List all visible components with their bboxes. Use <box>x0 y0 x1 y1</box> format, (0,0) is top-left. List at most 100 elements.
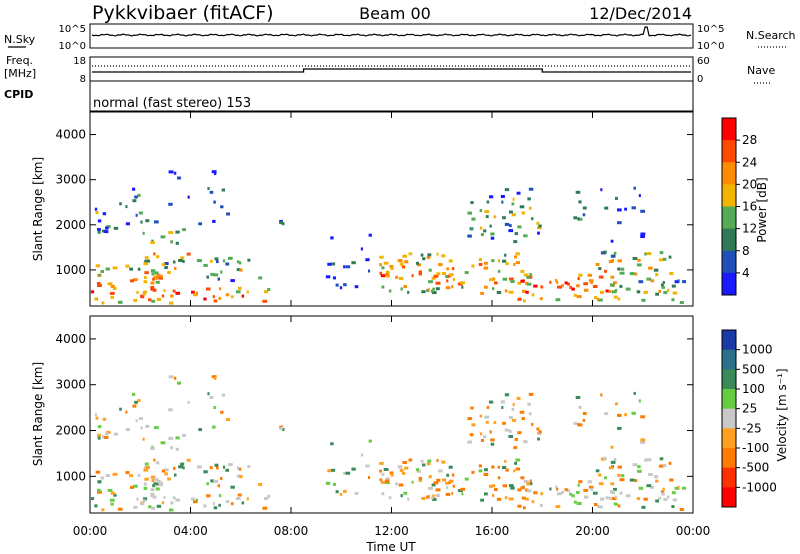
velocity-cell <box>433 481 439 485</box>
power-cell <box>578 273 583 277</box>
power-cell <box>104 230 109 234</box>
frequency-line <box>92 68 691 73</box>
power-cell <box>516 191 521 195</box>
power-cell <box>600 188 603 192</box>
velocity-cell <box>484 492 488 496</box>
velocity-cell <box>479 432 483 436</box>
velocity-cell <box>325 481 331 485</box>
velocity-cell <box>461 492 464 496</box>
xtick-label: 00:00 <box>73 524 108 538</box>
velocity-cell <box>96 488 101 492</box>
power-cell <box>509 210 513 214</box>
power-cell <box>195 291 198 295</box>
velocity-cell <box>422 463 426 467</box>
cpid-text: normal (fast stereo) 153 <box>93 96 251 111</box>
ytick-label: 1000 <box>55 263 86 277</box>
velocity-cell <box>451 491 454 495</box>
velocity-cell <box>531 500 535 504</box>
power-cell <box>164 262 169 265</box>
freq-tick-low: 8 <box>80 74 86 85</box>
power-colorbar-label: Power [dB] <box>755 177 769 242</box>
power-cell <box>109 291 115 295</box>
power-cell <box>97 219 102 223</box>
power-cell <box>604 206 609 210</box>
velocity-cell <box>604 476 607 480</box>
velocity-cell <box>598 473 602 477</box>
power-cell <box>97 228 101 231</box>
velocity-cell <box>445 492 451 496</box>
colorbar-swatch <box>722 162 736 185</box>
power-cell <box>395 275 398 279</box>
power-cell <box>531 217 534 221</box>
power-cell <box>417 263 421 267</box>
velocity-cell <box>225 468 230 472</box>
power-cell <box>351 261 356 265</box>
velocity-cell <box>638 486 644 490</box>
power-heatmap-cells <box>90 170 687 305</box>
power-cell <box>151 299 155 303</box>
velocity-cell <box>138 417 143 421</box>
xtick-label: 00:00 <box>676 524 711 538</box>
velocity-cell <box>636 469 642 473</box>
power-cell <box>432 287 435 291</box>
velocity-cell <box>508 497 514 501</box>
power-cell <box>380 274 386 278</box>
velocity-cell <box>175 498 181 502</box>
velocity-cell <box>267 494 271 498</box>
power-cell <box>490 236 495 240</box>
velocity-cell <box>174 473 177 477</box>
power-cell <box>527 197 531 201</box>
velocity-cell <box>207 392 210 396</box>
colorbar-swatch <box>722 140 736 163</box>
power-cell <box>150 269 156 273</box>
velocity-cell <box>119 407 122 411</box>
velocity-cell <box>611 497 617 501</box>
velocity-cell <box>613 458 617 461</box>
colorbar-swatch <box>722 389 736 410</box>
power-cell <box>491 259 495 263</box>
power-cell <box>659 251 664 255</box>
velocity-cell <box>582 412 587 415</box>
velocity-cell <box>519 410 525 414</box>
noise-tick-high-right: 10^5 <box>697 24 724 35</box>
power-cell <box>172 289 176 293</box>
power-cell <box>400 287 403 291</box>
power-cell <box>619 271 625 275</box>
power-cell <box>643 290 648 294</box>
velocity-cell <box>564 488 568 492</box>
power-cell <box>461 285 464 289</box>
power-cell <box>452 278 455 282</box>
velocity-cell <box>339 492 343 496</box>
power-cell <box>214 257 219 261</box>
velocity-cell <box>182 466 185 470</box>
velocity-cell <box>94 413 98 417</box>
noise-tick-low-right: 10^0 <box>697 41 724 52</box>
velocity-cell <box>525 497 529 501</box>
velocity-cell <box>537 437 540 441</box>
velocity-cell <box>594 503 598 506</box>
velocity-cell <box>167 477 171 481</box>
power-cell <box>564 281 568 285</box>
velocity-cell <box>432 497 437 501</box>
velocity-cell <box>332 482 336 486</box>
power-cell <box>540 285 544 289</box>
power-cell <box>653 268 659 272</box>
velocity-cell <box>379 469 382 473</box>
power-cell <box>175 291 181 295</box>
velocity-cell <box>633 391 636 395</box>
velocity-cell <box>452 484 455 488</box>
power-cell <box>211 170 217 174</box>
velocity-cell <box>97 490 102 494</box>
cpid-panel: CPID normal (fast stereo) 153 <box>4 80 694 112</box>
velocity-cell <box>195 498 198 502</box>
power-cell <box>648 266 653 270</box>
power-cell <box>471 264 475 268</box>
velocity-cell <box>504 459 507 463</box>
velocity-cell <box>655 479 659 483</box>
velocity-cell <box>175 447 179 451</box>
power-cell <box>221 188 225 192</box>
velocity-cell <box>140 502 145 506</box>
velocity-cell <box>632 463 638 467</box>
power-cell <box>160 274 163 278</box>
power-cell <box>582 206 587 210</box>
